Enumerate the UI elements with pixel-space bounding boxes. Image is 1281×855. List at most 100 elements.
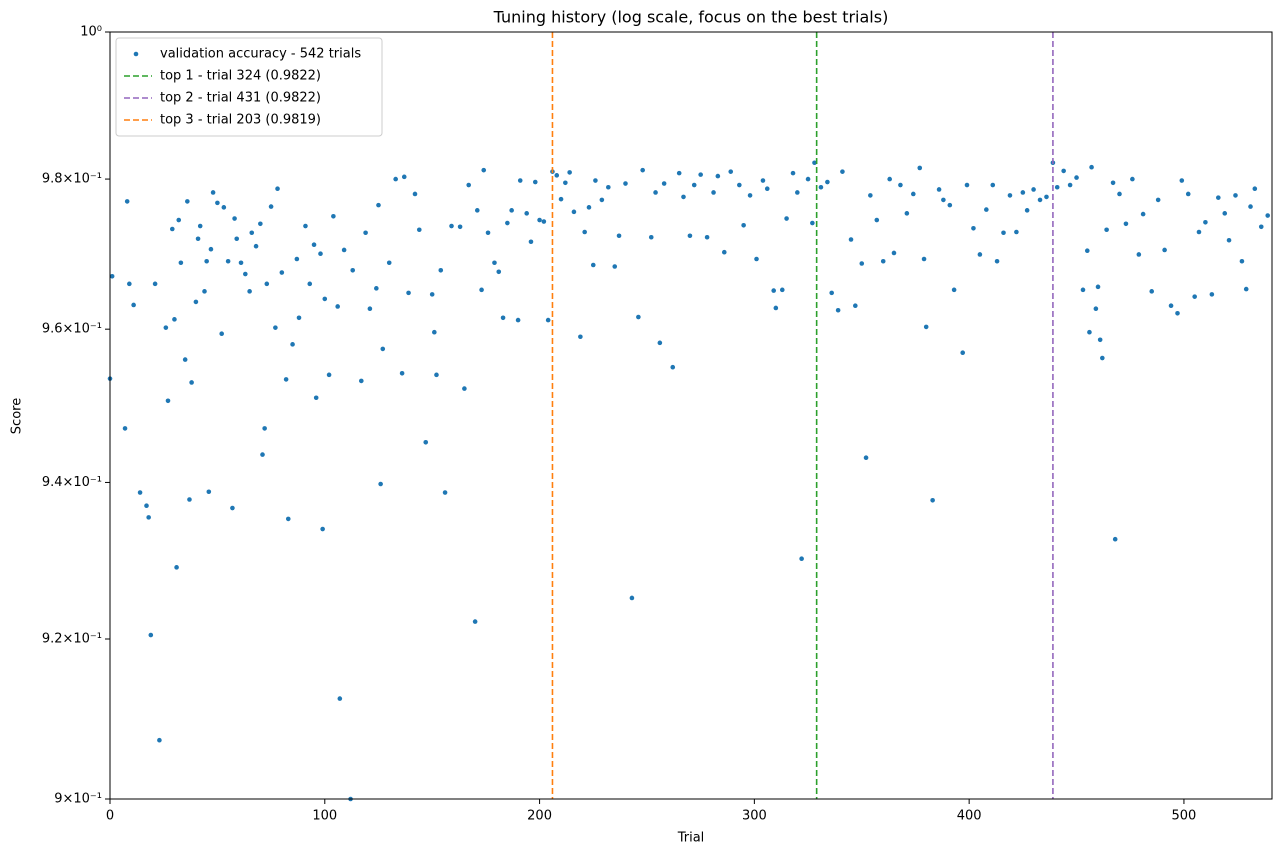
data-point (285, 516, 291, 522)
data-point (374, 286, 379, 291)
data-point (492, 260, 497, 266)
data-point (442, 490, 448, 495)
data-point (449, 223, 454, 229)
data-point (1239, 258, 1245, 264)
data-point (1093, 306, 1099, 312)
data-point (1185, 191, 1191, 197)
data-point (1149, 289, 1155, 294)
data-point (367, 306, 373, 312)
data-point (303, 223, 308, 229)
data-point (623, 181, 628, 186)
data-point (1074, 175, 1079, 180)
legend-marker (133, 51, 139, 57)
data-point (466, 182, 471, 188)
data-point (681, 194, 686, 200)
data-point (810, 220, 815, 226)
data-point (951, 287, 957, 293)
plot-frame (109, 31, 1273, 800)
data-point (947, 202, 953, 208)
data-point (1001, 230, 1006, 236)
data-point (1089, 164, 1094, 170)
data-point (593, 178, 598, 183)
data-point (698, 172, 703, 177)
data-point (616, 233, 622, 239)
data-point (429, 292, 435, 297)
data-point (380, 346, 386, 352)
data-point (326, 372, 332, 378)
data-point (331, 214, 336, 219)
x-tick-label: 100 (312, 809, 337, 824)
data-point (232, 216, 237, 221)
data-point (848, 237, 854, 242)
data-point (210, 190, 216, 195)
data-point (230, 505, 235, 511)
data-point (253, 243, 259, 249)
data-point (432, 329, 437, 335)
data-point (335, 304, 340, 309)
data-point (264, 281, 270, 287)
data-point (711, 190, 716, 195)
data-point (1014, 229, 1019, 235)
data-point (462, 386, 467, 391)
data-point (515, 317, 521, 323)
data-point (779, 287, 785, 293)
data-point (359, 378, 364, 384)
data-point (599, 197, 605, 203)
data-point (509, 208, 514, 213)
data-point (243, 271, 248, 277)
data-point (275, 186, 280, 192)
data-point (247, 289, 252, 294)
x-axis-label: Trial (677, 831, 705, 846)
data-point (122, 426, 128, 431)
data-point (152, 281, 158, 287)
data-point (1123, 221, 1129, 227)
data-point (363, 230, 368, 236)
data-point (496, 269, 502, 275)
data-point (923, 324, 929, 330)
data-point (1130, 176, 1135, 182)
data-point (880, 258, 886, 264)
data-point (670, 364, 676, 370)
data-point (657, 340, 663, 346)
data-point (1209, 292, 1215, 297)
x-tick-label: 300 (742, 809, 767, 824)
data-point (524, 211, 529, 216)
data-point (378, 481, 383, 487)
data-point (505, 220, 510, 226)
data-point (586, 205, 592, 210)
data-point (721, 249, 727, 255)
data-point (1155, 197, 1161, 203)
data-point (868, 193, 873, 198)
data-point (219, 331, 224, 337)
data-point (479, 287, 484, 293)
data-point (687, 233, 693, 239)
data-point (771, 288, 776, 293)
data-point (606, 184, 611, 190)
data-point (891, 250, 897, 256)
data-point (1080, 287, 1086, 293)
data-point (1097, 337, 1103, 343)
data-point (320, 526, 325, 532)
data-point (629, 595, 635, 601)
data-point (401, 174, 407, 180)
data-point (1243, 286, 1249, 292)
data-point (578, 334, 583, 340)
data-point (412, 191, 418, 197)
data-point (990, 182, 996, 188)
x-tick-label: 200 (527, 809, 552, 824)
data-point (1007, 193, 1013, 198)
data-point (178, 260, 184, 266)
data-point (144, 503, 149, 509)
data-point (747, 193, 753, 198)
data-point (148, 632, 154, 638)
data-point (311, 242, 317, 248)
data-point (691, 182, 697, 188)
data-point (728, 169, 734, 174)
data-point (318, 251, 323, 257)
data-point (165, 398, 171, 404)
data-point (337, 696, 343, 701)
data-point (1233, 193, 1238, 198)
data-point (172, 317, 177, 322)
data-point (977, 252, 983, 257)
